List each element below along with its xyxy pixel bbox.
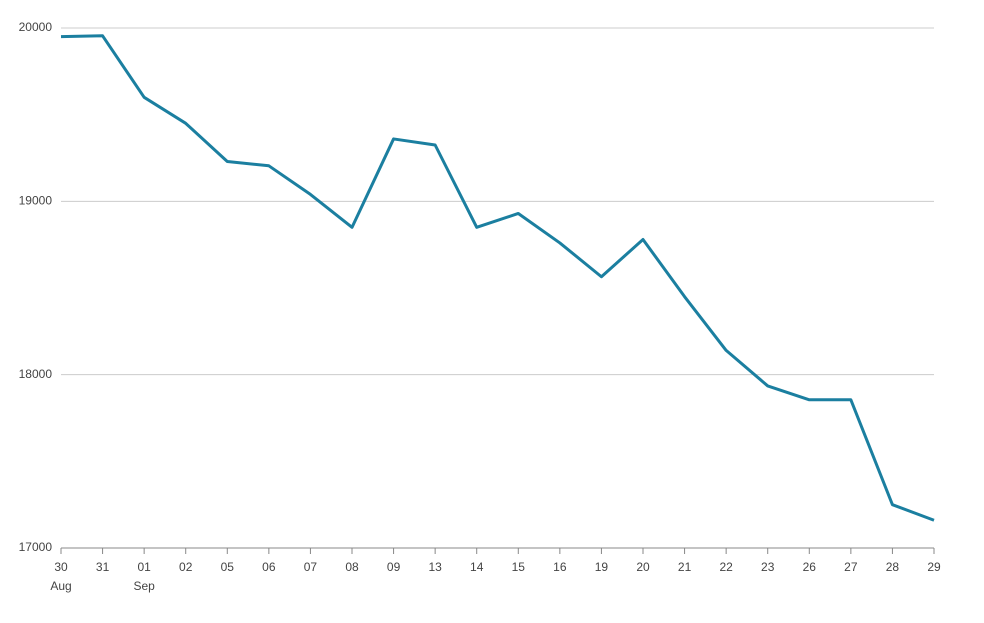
y-tick-label: 17000 <box>19 540 53 554</box>
line <box>60 34 935 522</box>
x-tick-label: 27 <box>844 560 858 574</box>
x-tick-label: 15 <box>512 560 526 574</box>
x-tick-label: 28 <box>886 560 900 574</box>
x-tick-label: 31 <box>96 560 110 574</box>
x-tick-label: 30 <box>54 560 68 574</box>
y-tick-label: 20000 <box>19 20 53 34</box>
y-tick-label: 19000 <box>19 194 53 208</box>
x-tick-label: 09 <box>387 560 401 574</box>
x-month-label: Sep <box>133 579 155 593</box>
x-tick-label: 01 <box>137 560 151 574</box>
x-tick-label: 23 <box>761 560 775 574</box>
x-tick-label: 20 <box>636 560 650 574</box>
x-tick-label: 29 <box>927 560 941 574</box>
x-tick-label: 26 <box>803 560 817 574</box>
x-tick-label: 14 <box>470 560 484 574</box>
x-tick-label: 07 <box>304 560 318 574</box>
x-tick-label: 02 <box>179 560 193 574</box>
x-tick-label: 08 <box>345 560 359 574</box>
x-tick-label: 21 <box>678 560 692 574</box>
x-tick-label: 05 <box>221 560 235 574</box>
x-tick-label: 22 <box>719 560 733 574</box>
x-tick-label: 16 <box>553 560 567 574</box>
x-month-label: Aug <box>50 579 71 593</box>
x-tick-label: 13 <box>428 560 442 574</box>
x-tick-label: 06 <box>262 560 276 574</box>
x-tick-label: 19 <box>595 560 609 574</box>
y-tick-label: 18000 <box>19 367 53 381</box>
